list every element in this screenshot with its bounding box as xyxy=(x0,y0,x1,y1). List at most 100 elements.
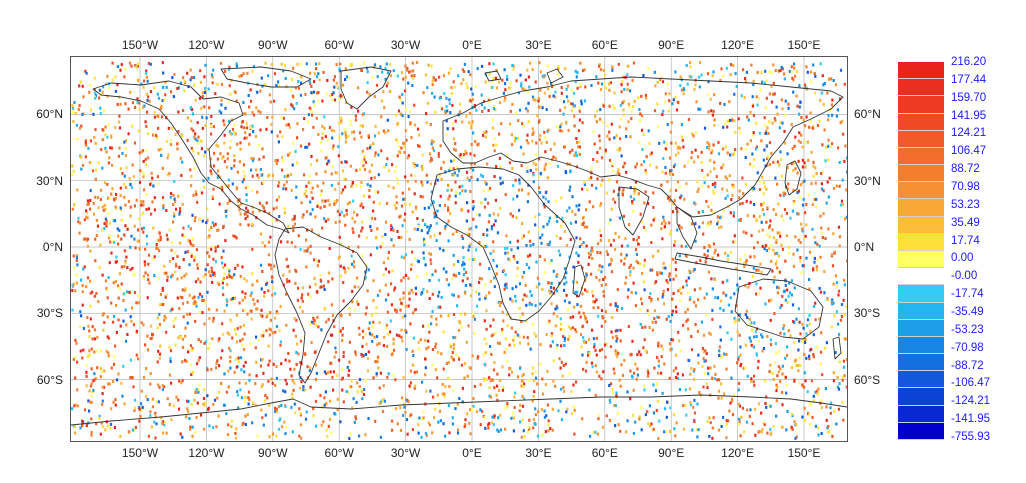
data-point xyxy=(620,252,623,256)
data-point xyxy=(823,82,826,85)
data-point xyxy=(431,79,434,83)
data-point xyxy=(666,288,669,292)
data-point xyxy=(305,62,308,66)
data-point xyxy=(474,257,477,261)
data-point xyxy=(560,122,563,126)
data-point xyxy=(516,260,519,264)
data-point xyxy=(760,270,763,274)
data-point xyxy=(203,388,206,392)
data-point xyxy=(696,190,699,194)
data-point xyxy=(614,232,617,235)
data-point xyxy=(156,247,159,250)
data-point xyxy=(487,201,490,205)
data-point xyxy=(332,78,335,82)
data-point xyxy=(584,369,588,373)
data-point xyxy=(107,382,110,386)
data-point xyxy=(161,422,164,425)
data-point xyxy=(793,420,796,424)
data-point xyxy=(784,298,787,302)
data-point xyxy=(759,88,762,92)
data-point xyxy=(591,328,594,332)
data-point xyxy=(793,200,796,204)
data-point xyxy=(765,249,769,252)
data-point xyxy=(334,188,337,191)
data-point xyxy=(527,425,530,429)
data-point xyxy=(430,158,433,162)
data-point xyxy=(463,267,466,271)
data-point xyxy=(498,101,502,105)
data-point xyxy=(209,157,212,161)
data-point xyxy=(708,147,711,151)
data-point xyxy=(295,269,298,273)
data-point xyxy=(557,409,560,413)
data-point xyxy=(565,87,568,91)
data-point xyxy=(350,105,353,109)
data-point xyxy=(534,223,537,227)
data-point xyxy=(577,129,580,133)
data-point xyxy=(579,333,583,336)
data-point xyxy=(90,367,93,371)
data-point xyxy=(230,320,233,324)
data-point xyxy=(826,180,829,184)
data-point xyxy=(152,133,155,137)
data-point xyxy=(251,210,254,214)
data-point xyxy=(554,324,557,328)
data-point xyxy=(490,227,493,231)
data-point xyxy=(353,285,357,289)
data-point xyxy=(491,79,494,83)
data-point xyxy=(258,144,261,147)
data-point xyxy=(241,298,244,302)
data-point xyxy=(383,335,386,339)
data-point xyxy=(738,196,741,200)
data-point xyxy=(386,81,389,85)
data-point xyxy=(226,165,229,169)
data-point xyxy=(668,199,671,202)
data-point xyxy=(161,196,165,200)
data-point xyxy=(387,169,391,173)
data-point xyxy=(661,80,665,84)
data-point xyxy=(745,259,748,262)
data-point xyxy=(783,208,787,212)
data-point xyxy=(139,200,143,204)
data-point xyxy=(698,75,701,79)
data-point xyxy=(333,202,336,206)
data-point xyxy=(604,150,607,154)
data-point xyxy=(286,265,289,269)
data-point xyxy=(791,427,794,431)
data-point xyxy=(355,168,358,172)
data-point xyxy=(338,136,341,140)
data-point xyxy=(251,247,254,251)
data-point xyxy=(464,423,467,427)
data-point xyxy=(260,76,263,80)
data-point xyxy=(409,322,412,326)
data-point xyxy=(716,222,719,226)
data-point xyxy=(99,349,103,353)
data-point xyxy=(653,70,656,74)
data-point xyxy=(177,336,180,340)
data-point xyxy=(85,384,88,388)
data-point xyxy=(517,188,521,192)
data-point xyxy=(205,221,208,225)
data-point xyxy=(293,214,296,218)
data-point xyxy=(625,253,628,257)
data-point xyxy=(571,412,574,416)
data-point xyxy=(724,175,727,179)
data-point xyxy=(623,161,626,165)
data-point xyxy=(255,168,258,172)
data-point xyxy=(628,223,631,226)
data-point xyxy=(142,160,145,163)
data-point xyxy=(425,272,428,276)
data-point xyxy=(233,273,236,277)
data-point xyxy=(173,212,176,216)
data-point xyxy=(737,423,740,426)
data-point xyxy=(495,165,498,169)
data-point xyxy=(613,136,616,140)
data-point xyxy=(472,200,475,204)
data-point xyxy=(676,372,679,376)
data-point xyxy=(836,385,840,389)
data-point xyxy=(399,298,402,301)
data-point xyxy=(725,177,729,181)
data-point xyxy=(134,64,137,67)
data-point xyxy=(349,432,352,436)
data-point xyxy=(398,334,401,338)
